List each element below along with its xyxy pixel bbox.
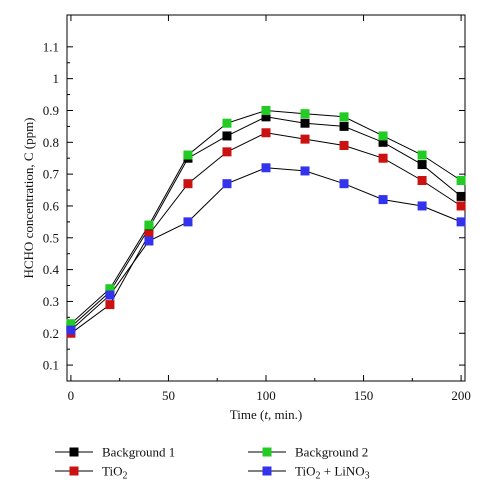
series-2-point	[66, 319, 76, 329]
y-tick-label: 0.7	[43, 167, 60, 182]
legend-label: TiO2	[102, 464, 127, 482]
series-4-point	[456, 217, 466, 227]
x-tick-label: 150	[354, 388, 374, 403]
y-tick-label: 0.6	[43, 198, 60, 213]
legend-label-part: Background 1	[102, 445, 175, 460]
series-4-point	[261, 163, 271, 173]
series-2-point	[144, 220, 154, 230]
legend-swatch	[262, 466, 272, 476]
x-axis-ticks: 0 50 100 150 200	[68, 15, 471, 403]
y-tick-label: 1	[53, 71, 60, 86]
y-axis-ticks: 0.1 0.2 0.3 0.4 0.5 0.6 0.7 0.8 0.9 1 1.1	[43, 39, 465, 373]
series-2-point	[105, 284, 115, 294]
series-3-point	[417, 175, 427, 185]
x-tick-label: 50	[162, 388, 175, 403]
legend-label: TiO2 + LiNO3	[295, 464, 370, 482]
series-2-point	[222, 118, 232, 128]
legend-label-part: TiO	[295, 464, 315, 479]
x-axis-label: Time (t, min.)	[230, 407, 303, 422]
legend-label-part: 2	[122, 471, 127, 482]
legend-item: Background 1	[55, 445, 175, 460]
series-3-point	[300, 134, 310, 144]
series-line-2	[70, 109, 462, 325]
series-4-point	[66, 325, 76, 335]
series-4-point	[222, 179, 232, 189]
series-layer	[66, 105, 466, 338]
y-tick-label: 0.8	[43, 135, 59, 150]
series-1-point	[300, 118, 310, 128]
y-tick-label: 0.4	[43, 262, 60, 277]
series-1-point	[456, 191, 466, 201]
series-2-point	[339, 112, 349, 122]
series-1-point	[417, 160, 427, 170]
series-line-4	[70, 167, 462, 331]
series-4-point	[339, 179, 349, 189]
series-1-point	[261, 112, 271, 122]
series-2-point	[378, 131, 388, 141]
y-tick-label: 0.2	[43, 326, 59, 341]
series-4-point	[300, 166, 310, 176]
series-3-point	[144, 230, 154, 240]
plot-area	[66, 14, 466, 382]
x-tick-label: 100	[256, 388, 276, 403]
series-2-point	[261, 105, 271, 115]
series-1-point	[222, 131, 232, 141]
y-tick-label: 0.5	[43, 230, 59, 245]
series-2-point	[300, 109, 310, 119]
legend-label: Background 2	[295, 445, 368, 460]
legend-swatch	[69, 466, 79, 476]
y-axis-label: HCHO concentration, C (ppm)	[21, 117, 36, 278]
series-3-point	[105, 300, 115, 310]
legend-item: TiO2	[55, 464, 127, 482]
series-4-point	[417, 201, 427, 211]
legend-label-part: + LiNO	[320, 464, 364, 479]
legend-label: Background 1	[102, 445, 175, 460]
y-tick-label: 0.1	[43, 358, 59, 373]
legend-swatch	[262, 447, 272, 457]
series-4-point	[378, 195, 388, 205]
series-2-point	[417, 150, 427, 160]
x-tick-label: 200	[451, 388, 471, 403]
series-1-point	[339, 121, 349, 131]
y-tick-label: 0.9	[43, 103, 59, 118]
series-line-1	[70, 116, 462, 328]
legend-label-part: 2	[315, 471, 320, 482]
series-4-point	[144, 236, 154, 246]
series-3-point	[339, 140, 349, 150]
series-1-point	[378, 137, 388, 147]
series-2-point	[456, 175, 466, 185]
legend-label-part: TiO	[102, 464, 122, 479]
legend-label-part: 3	[365, 471, 370, 482]
series-3-point	[183, 179, 193, 189]
series-2-point	[183, 150, 193, 160]
series-4-point	[183, 217, 193, 227]
x-tick-label: 0	[68, 388, 75, 403]
x-axis-label-part: t	[264, 407, 268, 422]
legend-swatch	[69, 447, 79, 457]
legend-item: Background 2	[248, 445, 368, 460]
legend-item: TiO2 + LiNO3	[248, 464, 370, 482]
x-axis-label-part: Time (	[230, 407, 265, 422]
series-3-point	[456, 201, 466, 211]
y-tick-label: 0.3	[43, 294, 59, 309]
series-line-3	[70, 132, 462, 334]
series-4-point	[105, 290, 115, 300]
series-3-point	[222, 147, 232, 157]
series-3-point	[378, 153, 388, 163]
y-tick-label: 1.1	[43, 39, 59, 54]
legend-label-part: Background 2	[295, 445, 368, 460]
series-3-point	[261, 128, 271, 138]
x-axis-label-part: , min.)	[268, 407, 302, 422]
